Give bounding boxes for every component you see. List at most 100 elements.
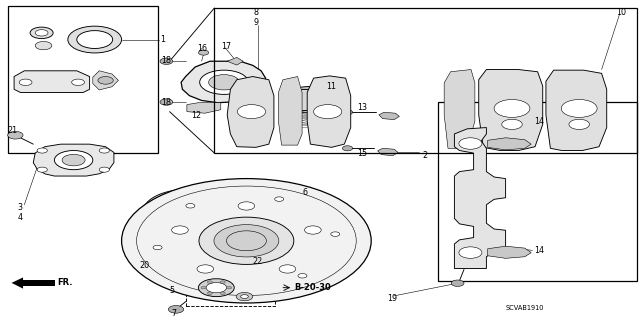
Circle shape	[198, 50, 209, 55]
Polygon shape	[546, 70, 607, 151]
Circle shape	[331, 232, 340, 236]
Polygon shape	[227, 77, 274, 147]
Polygon shape	[14, 71, 90, 93]
Text: 14: 14	[534, 117, 545, 126]
Circle shape	[206, 283, 227, 293]
Circle shape	[99, 148, 109, 153]
Polygon shape	[181, 61, 266, 103]
Polygon shape	[33, 144, 114, 176]
Circle shape	[214, 225, 279, 257]
Circle shape	[197, 265, 214, 273]
Text: 20: 20	[140, 261, 150, 270]
Circle shape	[569, 119, 589, 130]
Circle shape	[209, 75, 239, 90]
Circle shape	[164, 221, 177, 228]
Text: 3: 3	[18, 203, 23, 212]
Bar	[8, 6, 158, 153]
Text: 6: 6	[302, 189, 307, 197]
Circle shape	[168, 306, 184, 313]
Circle shape	[37, 148, 47, 153]
Circle shape	[275, 197, 284, 201]
Text: 22: 22	[252, 257, 262, 266]
Circle shape	[199, 217, 294, 264]
Circle shape	[502, 119, 522, 130]
Polygon shape	[143, 189, 235, 235]
Text: 19: 19	[387, 294, 397, 303]
Text: 16: 16	[197, 44, 207, 53]
Circle shape	[54, 151, 93, 170]
Circle shape	[172, 204, 205, 220]
Polygon shape	[379, 112, 399, 120]
Circle shape	[98, 77, 113, 84]
Circle shape	[305, 226, 321, 234]
Circle shape	[209, 280, 218, 285]
Circle shape	[342, 110, 353, 115]
Text: 17: 17	[221, 42, 231, 51]
Circle shape	[122, 179, 371, 303]
Circle shape	[182, 194, 195, 200]
Ellipse shape	[296, 86, 327, 92]
Circle shape	[207, 281, 212, 283]
Text: B-20-30: B-20-30	[294, 283, 331, 292]
Polygon shape	[444, 70, 475, 148]
Circle shape	[99, 167, 109, 172]
Circle shape	[150, 232, 163, 239]
Circle shape	[160, 99, 173, 105]
Circle shape	[68, 26, 122, 53]
Text: 11: 11	[326, 82, 337, 91]
Polygon shape	[488, 246, 531, 258]
Polygon shape	[227, 57, 243, 65]
Ellipse shape	[296, 107, 327, 113]
Circle shape	[314, 105, 342, 119]
Circle shape	[19, 79, 32, 85]
Text: 10: 10	[616, 8, 626, 17]
Text: 13: 13	[357, 103, 367, 112]
Circle shape	[37, 167, 47, 172]
Circle shape	[451, 280, 464, 286]
Text: 18: 18	[161, 56, 172, 65]
Text: 9: 9	[253, 18, 259, 27]
Circle shape	[35, 30, 48, 36]
Circle shape	[298, 274, 307, 278]
Circle shape	[179, 207, 199, 217]
Circle shape	[459, 247, 482, 258]
Polygon shape	[93, 71, 118, 90]
Circle shape	[459, 138, 482, 149]
Text: 5: 5	[170, 286, 175, 295]
Text: 12: 12	[191, 111, 201, 120]
Circle shape	[30, 27, 53, 39]
Polygon shape	[488, 138, 531, 150]
Circle shape	[77, 31, 113, 48]
Text: 14: 14	[534, 246, 545, 255]
Polygon shape	[378, 148, 398, 156]
Circle shape	[201, 286, 206, 289]
Circle shape	[236, 293, 253, 301]
Circle shape	[207, 292, 212, 294]
Circle shape	[227, 286, 232, 289]
Text: SCVAB1910: SCVAB1910	[506, 305, 544, 311]
Bar	[438, 102, 637, 281]
Circle shape	[198, 279, 234, 297]
Circle shape	[160, 58, 173, 64]
Circle shape	[72, 79, 84, 85]
Circle shape	[279, 265, 296, 273]
Text: 21: 21	[8, 126, 18, 135]
Text: 8: 8	[253, 8, 259, 17]
Bar	[296, 89, 327, 110]
Circle shape	[62, 154, 85, 166]
Circle shape	[200, 70, 248, 94]
Circle shape	[241, 295, 248, 299]
Text: 7: 7	[172, 309, 177, 318]
Circle shape	[220, 292, 225, 294]
Circle shape	[200, 221, 213, 228]
Polygon shape	[307, 76, 351, 147]
Circle shape	[342, 146, 353, 151]
Text: 15: 15	[357, 149, 367, 158]
Text: FR.: FR.	[58, 278, 73, 287]
Circle shape	[220, 281, 225, 283]
Circle shape	[212, 204, 225, 211]
Text: 1: 1	[160, 35, 165, 44]
Text: 18: 18	[161, 98, 172, 107]
Circle shape	[561, 100, 597, 117]
Text: 4: 4	[18, 213, 23, 222]
